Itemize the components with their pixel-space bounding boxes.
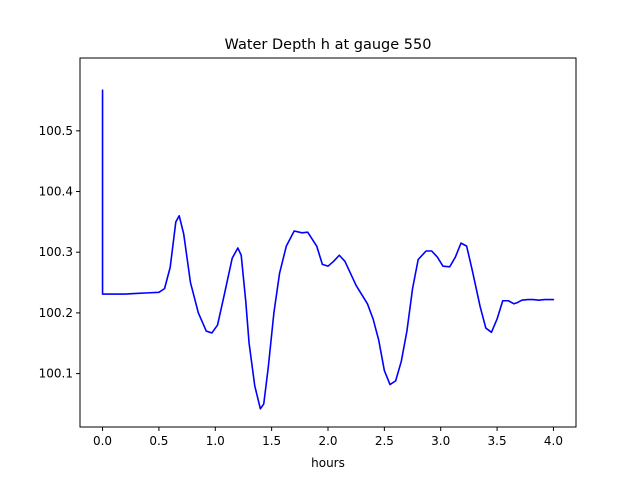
y-tick-label: 100.1	[39, 367, 73, 381]
x-tick-label: 1.5	[262, 434, 281, 448]
x-tick-label: 0.5	[149, 434, 168, 448]
y-tick-label: 100.2	[39, 306, 73, 320]
series-line-gauge-550	[101, 89, 555, 410]
x-tick-label: 0.0	[93, 434, 112, 448]
x-axis: 0.0 0.5 1.0 1.5 2.0 2.5 3.0 3.5 4.0	[93, 427, 563, 448]
chart-title: Water Depth h at gauge 550	[225, 37, 432, 53]
y-tick-label: 100.4	[39, 185, 73, 199]
x-tick-label: 3.5	[488, 434, 507, 448]
y-axis: 100.1 100.2 100.3 100.4 100.5	[39, 124, 80, 381]
y-tick-label: 100.3	[39, 245, 73, 259]
x-tick-label: 3.0	[431, 434, 450, 448]
x-tick-label: 2.5	[375, 434, 394, 448]
x-tick-label: 1.0	[206, 434, 225, 448]
y-tick-label: 100.5	[39, 124, 73, 138]
x-axis-label: hours	[311, 456, 345, 470]
x-tick-label: 4.0	[544, 434, 563, 448]
x-tick-label: 2.0	[318, 434, 337, 448]
